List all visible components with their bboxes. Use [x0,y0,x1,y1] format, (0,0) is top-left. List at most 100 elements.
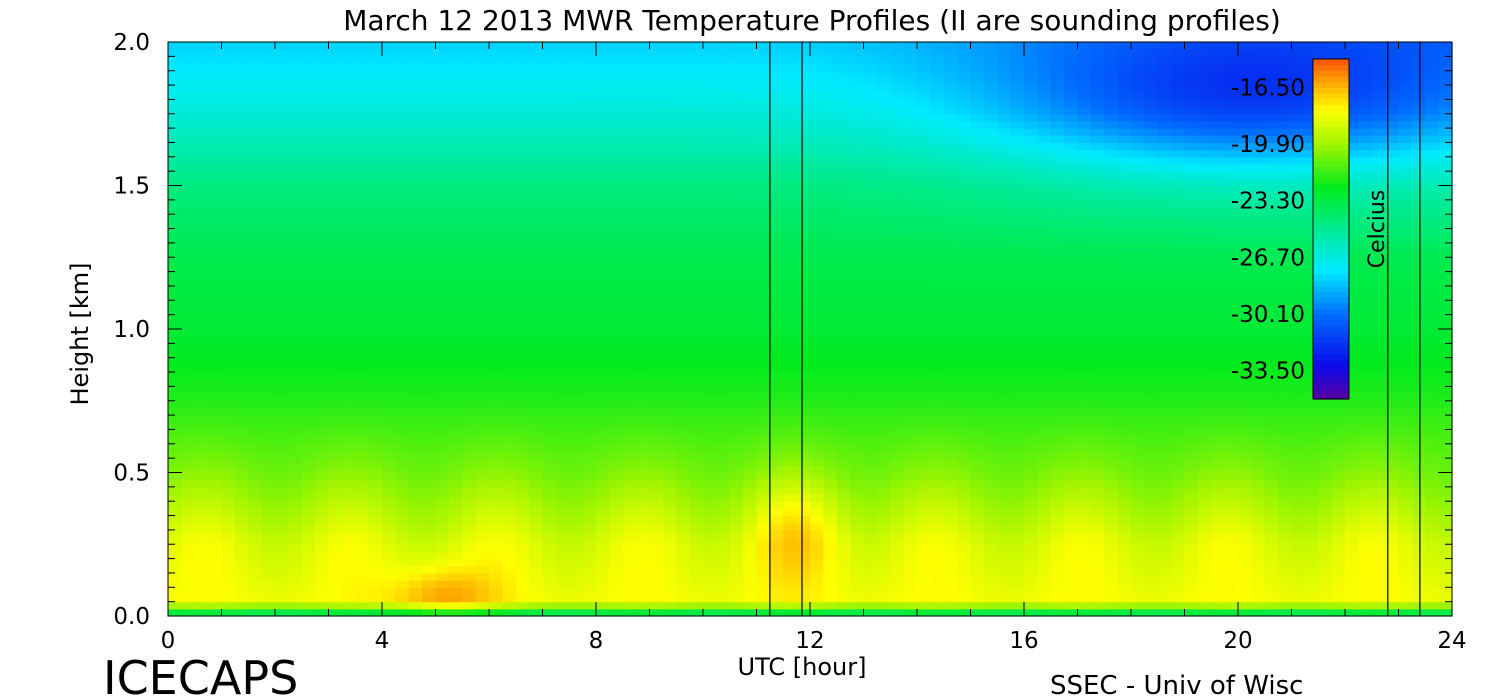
heatmap-cell [422,199,437,208]
heatmap-cell [355,250,370,258]
heatmap-cell [796,300,811,309]
heatmap-cell [957,307,972,316]
heatmap-cell [716,336,731,344]
heatmap-cell [836,56,851,65]
heatmap-cell [555,601,570,610]
heatmap-cell [301,199,316,208]
heatmap-cell [930,285,945,294]
heatmap-cell [596,558,610,567]
heatmap-cell [716,171,731,179]
heatmap-cell [943,357,958,366]
heatmap-cell [168,429,182,438]
heatmap-cell [796,608,811,617]
heatmap-cell [729,307,744,316]
heatmap-cell [542,264,557,273]
heatmap-cell [582,329,597,337]
heatmap-cell [983,171,998,179]
heatmap-cell [836,42,851,50]
heatmap-cell [328,400,343,409]
heatmap-cell [729,601,744,610]
heatmap-cell [515,515,530,524]
heatmap-cell [649,372,664,380]
heatmap-cell [676,85,691,93]
heatmap-cell [957,178,972,187]
heatmap-cell [448,278,463,287]
heatmap-cell [943,594,958,603]
heatmap-cell [609,450,624,459]
heatmap-cell [221,257,236,266]
heatmap-cell [408,565,423,574]
heatmap-cell [475,472,490,481]
heatmap-cell [943,479,958,488]
heatmap-cell [636,228,651,237]
heatmap-cell [783,228,798,237]
heatmap-cell [970,85,985,93]
heatmap-cell [636,544,651,553]
heatmap-cell [448,171,463,179]
heatmap-cell [943,264,958,273]
heatmap-cell [850,120,865,129]
heatmap-cell [810,544,824,553]
heatmap-cell [355,149,370,158]
heatmap-cell [221,300,236,309]
heatmap-cell [783,429,798,438]
heatmap-cell [448,192,463,201]
heatmap-cell [355,106,370,115]
heatmap-cell [903,436,918,445]
heatmap-cell [301,156,316,165]
heatmap-cell [823,56,838,65]
heatmap-cell [823,522,838,531]
heatmap-cell [248,142,263,151]
heatmap-cell [823,329,838,337]
heatmap-cell [234,372,249,380]
heatmap-cell [301,400,316,409]
heatmap-cell [301,70,316,79]
heatmap-cell [234,171,249,179]
heatmap-cell [234,580,249,588]
heatmap-cell [743,49,758,57]
heatmap-cell [542,149,557,158]
heatmap-cell [609,242,624,251]
heatmap-cell [943,242,958,251]
heatmap-cell [502,443,517,452]
heatmap-cell [515,321,530,330]
heatmap-cell [529,156,544,165]
heatmap-cell [395,70,410,79]
heatmap-cell [529,422,544,431]
heatmap-cell [743,264,758,273]
heatmap-cell [983,293,998,301]
heatmap-cell [662,163,677,172]
heatmap-cell [943,135,958,144]
heatmap-cell [395,587,410,596]
heatmap-cell [810,307,824,316]
heatmap-cell [662,300,677,309]
heatmap-cell [355,501,370,509]
heatmap-cell [636,85,651,93]
heatmap-cell [689,307,704,316]
heatmap-cell [448,250,463,258]
heatmap-cell [636,580,651,588]
heatmap-cell [555,336,570,344]
heatmap-cell [569,336,584,344]
heatmap-cell [890,515,905,524]
heatmap-cell [850,56,865,65]
heatmap-cell [943,128,958,136]
heatmap-cell [917,544,931,553]
heatmap-cell [542,128,557,136]
heatmap-cell [836,343,851,352]
heatmap-cell [555,422,570,431]
heatmap-cell [850,572,865,581]
heatmap-cell [529,537,544,545]
heatmap-cell [876,285,891,294]
heatmap-cell [970,379,985,387]
heatmap-cell [783,458,798,466]
heatmap-cell [261,85,276,93]
heatmap-cell [529,515,544,524]
heatmap-cell [448,63,463,72]
heatmap-cell [261,321,276,330]
heatmap-cell [408,472,423,481]
heatmap-cell [850,106,865,115]
heatmap-cell [622,142,637,151]
heatmap-cell [596,106,610,115]
heatmap-cell [168,242,182,251]
